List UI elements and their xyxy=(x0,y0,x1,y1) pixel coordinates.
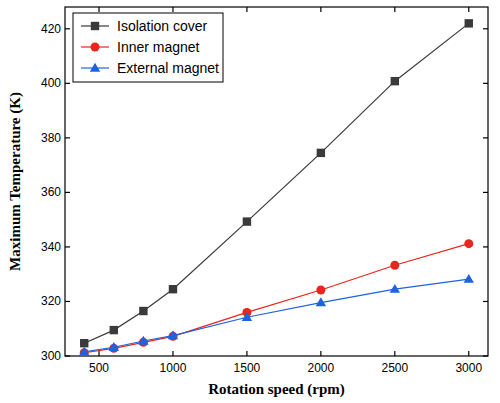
y-tick-label: 360 xyxy=(41,185,61,199)
legend-label: Isolation cover xyxy=(117,18,208,34)
data-point xyxy=(316,297,326,306)
x-tick xyxy=(172,7,173,12)
x-tick xyxy=(320,7,321,12)
y-tick-label: 380 xyxy=(41,131,61,145)
x-tick-label: 2500 xyxy=(381,361,408,375)
y-tick-label: 340 xyxy=(41,240,61,254)
y-tick-label: 400 xyxy=(41,76,61,90)
chart: 500 1000 1500 2000 2500 3000 300 320 340 360 380 40… xyxy=(0,0,500,403)
x-tick xyxy=(394,351,395,356)
legend-label: Inner magnet xyxy=(117,39,200,55)
legend-marker xyxy=(90,63,100,72)
data-point xyxy=(390,284,400,293)
x-tick xyxy=(172,351,173,356)
x-tick-label: 1000 xyxy=(160,361,187,375)
data-point xyxy=(464,274,474,283)
y-tick xyxy=(483,28,488,29)
data-point xyxy=(316,286,325,295)
legend-marker xyxy=(91,22,99,30)
series-line xyxy=(84,23,469,343)
legend-label: External magnet xyxy=(117,60,219,76)
x-tick-label: 2000 xyxy=(308,361,335,375)
x-tick-label: 1500 xyxy=(234,361,261,375)
plot-area xyxy=(79,19,474,356)
y-tick-label: 420 xyxy=(41,22,61,36)
series-line xyxy=(84,244,469,353)
series-line xyxy=(84,279,469,352)
data-point xyxy=(390,261,399,270)
y-tick xyxy=(65,28,70,29)
data-point xyxy=(80,339,88,347)
x-axis-title: Rotation speed (rpm) xyxy=(208,381,345,398)
data-point xyxy=(317,149,325,157)
data-point xyxy=(243,217,251,225)
data-point xyxy=(110,326,118,334)
data-point xyxy=(109,342,119,351)
x-tick xyxy=(98,7,99,12)
data-point xyxy=(168,330,178,339)
y-tick-label: 320 xyxy=(41,294,61,308)
x-tick-label: 500 xyxy=(89,361,109,375)
x-tick xyxy=(320,351,321,356)
data-point xyxy=(465,19,473,27)
data-point xyxy=(169,285,177,293)
x-tick xyxy=(246,7,247,12)
y-tick xyxy=(483,192,488,193)
x-tick xyxy=(246,351,247,356)
x-tick xyxy=(394,7,395,12)
plot-frame xyxy=(65,7,488,356)
legend: Isolation cover Inner magnet External magn… xyxy=(73,13,223,82)
y-tick xyxy=(65,246,70,247)
data-point xyxy=(464,239,473,248)
y-tick xyxy=(65,355,70,356)
legend-marker xyxy=(91,43,100,52)
y-tick-label: 300 xyxy=(41,349,61,363)
data-point xyxy=(138,336,148,345)
x-tick xyxy=(468,351,469,356)
y-axis-title: Maximum Temperature (K) xyxy=(7,92,24,271)
data-point xyxy=(79,347,89,356)
x-tick xyxy=(98,351,99,356)
y-tick xyxy=(483,137,488,138)
y-tick xyxy=(483,83,488,84)
data-point xyxy=(391,77,399,85)
y-tick xyxy=(483,301,488,302)
x-tick-label: 3000 xyxy=(455,361,482,375)
legend-frame xyxy=(73,13,223,82)
y-tick xyxy=(65,301,70,302)
y-tick xyxy=(65,83,70,84)
y-tick xyxy=(65,192,70,193)
data-point xyxy=(242,312,252,321)
data-point xyxy=(139,307,147,315)
y-tick xyxy=(65,137,70,138)
y-tick xyxy=(483,246,488,247)
x-tick xyxy=(468,7,469,12)
y-tick xyxy=(483,355,488,356)
